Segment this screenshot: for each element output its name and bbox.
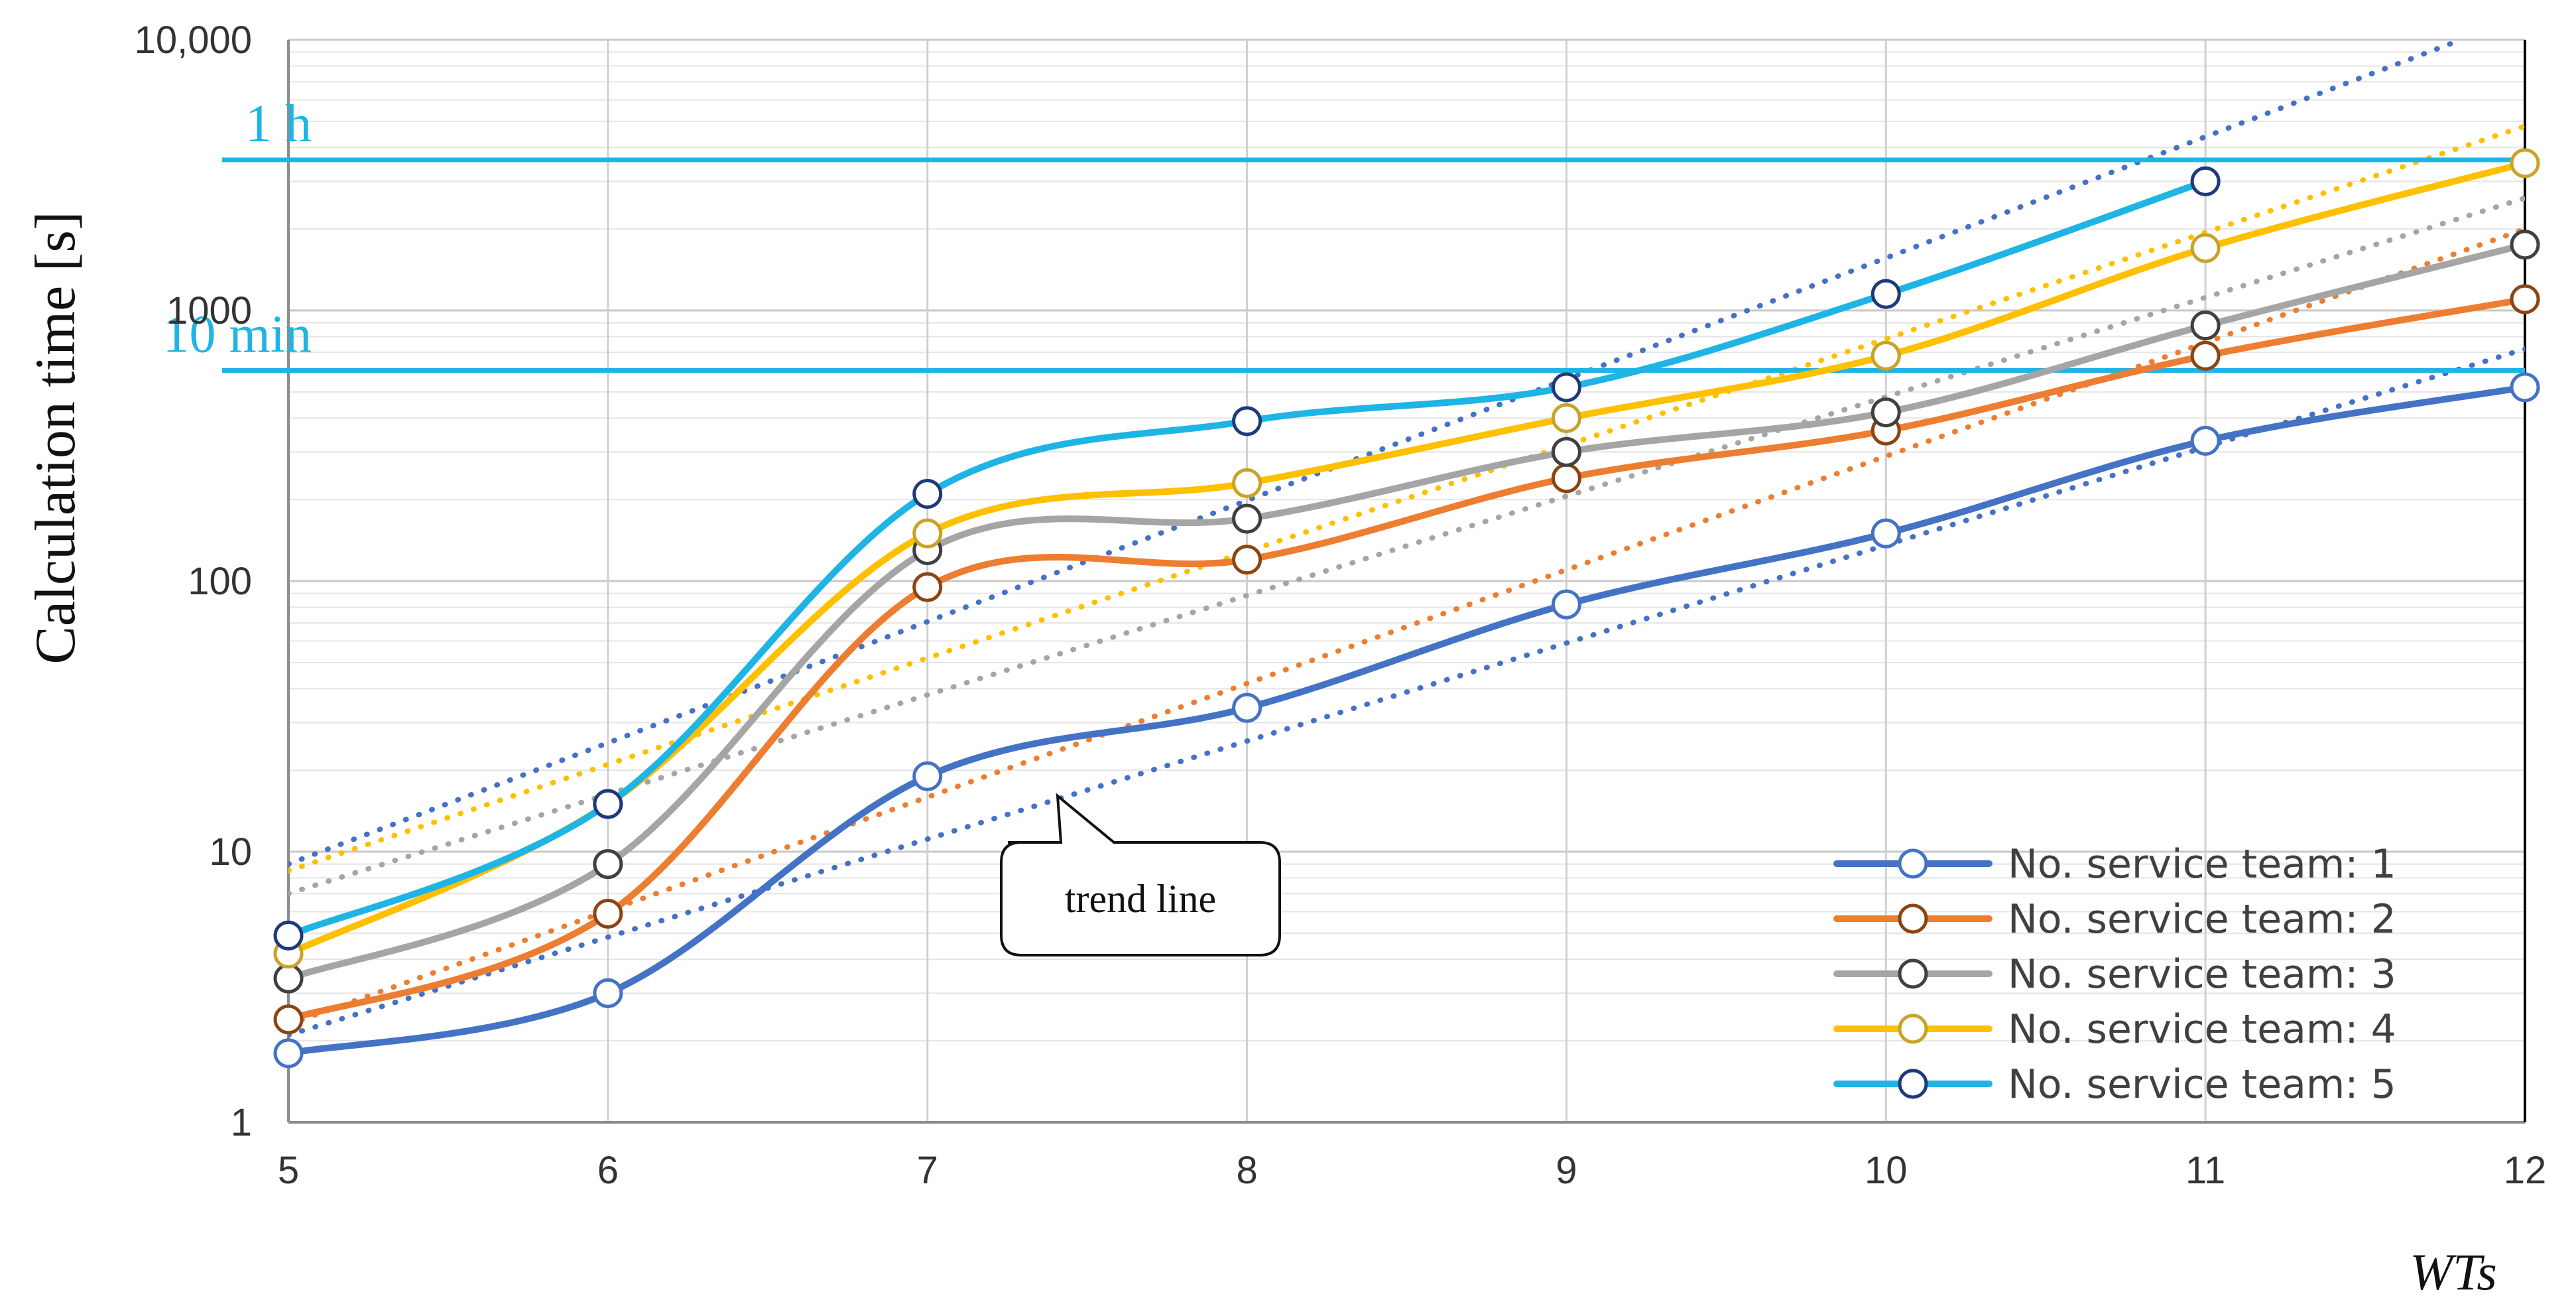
x-tick-label: 11 (2185, 1149, 2225, 1192)
callout-box (1000, 793, 1281, 956)
data-point (593, 789, 623, 819)
legend-swatch-marker (1898, 903, 1928, 934)
data-point (593, 978, 623, 1008)
data-markers (273, 148, 2540, 1069)
legend-swatch-marker (1898, 848, 1928, 879)
data-point (593, 849, 623, 880)
data-point (273, 920, 304, 951)
legend-label: No. service team: 2 (2008, 896, 2396, 943)
legend-label: No. service team: 5 (2008, 1061, 2396, 1108)
data-point (2510, 372, 2540, 403)
data-point (1551, 403, 1581, 433)
data-point (1232, 503, 1262, 534)
series-line (285, 241, 2528, 982)
y-tick-label: 100 (188, 560, 252, 603)
data-point (273, 1004, 304, 1035)
series-line (285, 383, 2528, 1057)
data-point (1232, 692, 1262, 723)
trend-line (288, 38, 2464, 867)
data-point (1871, 340, 1901, 371)
reference-line-label: 10 min (163, 306, 312, 364)
data-point (593, 898, 623, 929)
data-point (1551, 372, 1581, 403)
callout-label: trend line (1065, 877, 1216, 921)
data-point (1551, 436, 1581, 467)
reference-lines: 1 h 10 min (163, 95, 2525, 373)
series-line (285, 296, 2528, 1023)
data-point (273, 1038, 304, 1069)
x-tick-label: 9 (1556, 1149, 1577, 1192)
data-point (1551, 463, 1581, 494)
data-point (1871, 279, 1901, 309)
data-point (912, 518, 943, 549)
x-tick-label: 12 (2504, 1149, 2547, 1192)
x-tick-label: 6 (597, 1149, 619, 1192)
data-point (2510, 230, 2540, 260)
y-tick-label: 10 (209, 830, 252, 874)
data-point (2190, 310, 2221, 341)
trend-line (288, 123, 2525, 874)
y-tick-label: 10,000 (135, 19, 252, 62)
data-point (2190, 166, 2221, 196)
legend-swatch-marker (1898, 1069, 1928, 1099)
legend-label: No. service team: 4 (2008, 1006, 2396, 1053)
trend-lines (288, 38, 2525, 1038)
trend-line (288, 346, 2525, 1038)
x-tick-label: 8 (1236, 1149, 1257, 1192)
trend-line-callout: trend line (1000, 793, 1281, 956)
trend-line (288, 226, 2525, 1027)
data-point (912, 572, 943, 602)
data-point (1232, 545, 1262, 575)
y-tick-label: 1000 (166, 289, 252, 332)
x-tick-label: 7 (917, 1149, 938, 1192)
data-point (2190, 233, 2221, 263)
y-tick-label: 1 (231, 1101, 252, 1144)
data-point (2510, 148, 2540, 178)
data-point (2190, 340, 2221, 371)
data-point (1871, 397, 1901, 428)
x-tick-label: 5 (278, 1149, 299, 1192)
data-point (1232, 468, 1262, 498)
data-point (2190, 425, 2221, 456)
reference-line-label: 1 h (245, 95, 312, 153)
x-tick-label: 10 (1865, 1149, 1908, 1192)
data-point (273, 963, 304, 994)
legend: No. service team: 1 No. service team: 2 No… (1833, 841, 2396, 1108)
data-point (1232, 406, 1262, 436)
data-point (1871, 518, 1901, 549)
trend-line (288, 195, 2525, 897)
data-point (1551, 589, 1581, 620)
series-line (285, 160, 2528, 957)
x-axis-title: WTs (2410, 1243, 2497, 1301)
data-point (912, 761, 943, 791)
tick-labels: 1 10 100 1000 10,000 5 6 7 8 9 10 11 12 (135, 19, 2547, 1192)
legend-swatch-marker (1898, 958, 1928, 989)
legend-swatch-marker (1898, 1014, 1928, 1044)
legend-label: No. service team: 3 (2008, 951, 2396, 998)
y-axis-title: Calculation time [s] (23, 211, 87, 664)
data-point (912, 479, 943, 509)
data-point (2510, 284, 2540, 314)
legend-label: No. service team: 1 (2008, 841, 2396, 888)
